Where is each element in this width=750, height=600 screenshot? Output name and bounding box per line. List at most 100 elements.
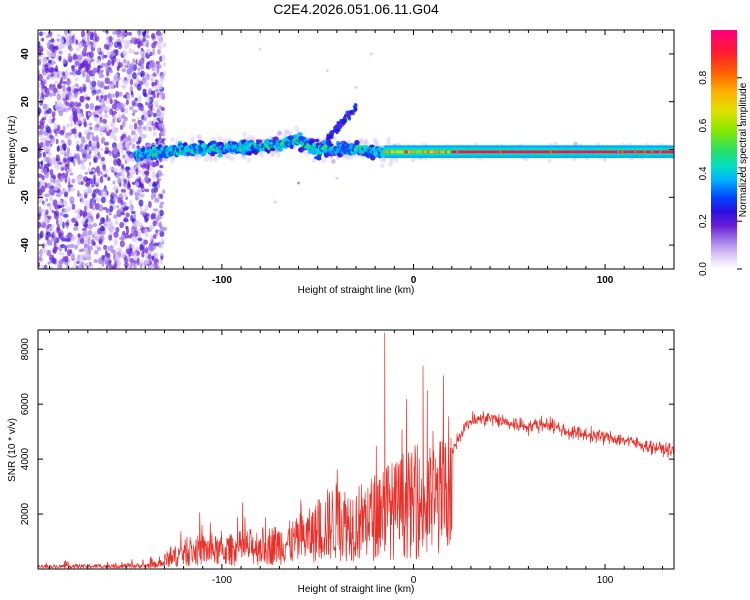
spectral-cell [43, 163, 50, 169]
spectral-cell [58, 51, 63, 55]
spectral-cell [52, 257, 57, 265]
spectral-cell [197, 134, 203, 140]
spectral-cell [76, 144, 80, 152]
spectral-cell [51, 223, 55, 230]
spectral-cell [130, 90, 134, 96]
spectral-cell [124, 206, 130, 210]
spectral-cell [76, 240, 80, 248]
spectral-cell [128, 141, 132, 146]
colorbar-tick-label: 0.6 [698, 118, 709, 132]
spectral-cell [41, 85, 47, 89]
spectral-cell [96, 178, 101, 185]
spectral-cell [62, 72, 66, 77]
spectral-cell [148, 126, 152, 132]
spectral-cell [88, 238, 92, 244]
spectral-cell [137, 237, 143, 242]
spectral-cell [91, 80, 97, 88]
spectral-cell [78, 61, 82, 65]
spectral-cell [114, 147, 119, 154]
spectral-cell [44, 242, 48, 247]
spectral-cell [40, 137, 46, 142]
spectral-cell [122, 94, 127, 99]
spectral-cell [107, 263, 113, 269]
spectral-cell [62, 157, 67, 163]
spectral-cell [41, 78, 46, 82]
spectral-cell [45, 235, 49, 241]
spectral-cell [111, 78, 117, 86]
spectral-cell [107, 211, 112, 215]
spectral-cell [56, 145, 60, 152]
spectral-cell [44, 62, 49, 68]
spectral-cell [48, 188, 53, 196]
spectral-cell [80, 136, 86, 144]
spectral-cell [55, 138, 59, 145]
spectral-cell [84, 205, 87, 211]
spectral-cell [66, 39, 70, 48]
spectral-cell [120, 188, 127, 193]
spectral-cell [45, 126, 51, 133]
spectral-cell [109, 41, 113, 49]
spectral-cell [96, 197, 101, 202]
spectral-cell [98, 51, 103, 56]
spectral-cell [121, 68, 126, 73]
spectral-cell [152, 234, 157, 240]
spectral-cell [64, 176, 68, 184]
spectral-cell [80, 148, 87, 155]
spectral-cell [152, 192, 157, 199]
spectral-cell [85, 103, 90, 110]
spectral-cell [56, 33, 61, 38]
spectral-cell [83, 121, 87, 128]
y-tick-label: 8000 [20, 338, 31, 361]
spectral-cell [87, 224, 94, 230]
spectral-cell [67, 139, 72, 146]
spectral-cell [95, 95, 99, 102]
spectral-cell [100, 230, 106, 235]
spectral-cell [38, 183, 41, 188]
spectral-cell [190, 136, 195, 142]
spectral-cell [100, 147, 104, 152]
spectral-cell [277, 148, 283, 152]
spectral-cell [101, 259, 105, 268]
spectral-cell [50, 86, 56, 91]
spectral-cell [103, 244, 108, 251]
spectral-cell [130, 257, 134, 263]
spectral-cell [155, 104, 161, 109]
spectral-cell [56, 93, 62, 101]
spectral-cell [121, 37, 125, 44]
spectral-cell [76, 47, 80, 52]
spectral-cell [74, 60, 78, 68]
spectral-cell [143, 239, 149, 245]
spectral-cell [85, 153, 92, 160]
spectral-cell [142, 173, 145, 177]
spectral-cell [152, 112, 157, 118]
spectral-cell [123, 191, 128, 198]
spectral-cell [68, 38, 75, 45]
spectral-cell [146, 213, 150, 217]
spectral-cell [88, 178, 94, 185]
spectral-cell [153, 186, 158, 193]
spectral-cell [131, 230, 136, 237]
spectral-cell [156, 109, 160, 113]
spectral-cell [162, 42, 167, 48]
spectral-cell [77, 66, 82, 72]
spectral-cell [127, 31, 132, 36]
spectral-cell [147, 120, 153, 126]
spectral-cell [138, 120, 144, 126]
spectral-cell [46, 202, 51, 208]
spectral-cell [65, 101, 70, 107]
spectral-cell [42, 202, 46, 207]
spectral-cell [257, 139, 263, 143]
spectral-cell [143, 111, 148, 116]
spectral-cell [71, 128, 77, 135]
spectral-cell [121, 133, 127, 139]
spectral-cell [159, 204, 163, 209]
spectral-cell [94, 188, 100, 194]
spectral-cell [49, 177, 55, 182]
spectral-cell [159, 113, 164, 122]
spectral-cell [79, 210, 83, 217]
spectral-cell [156, 177, 162, 182]
spectral-cell [47, 53, 52, 59]
spectral-cell [122, 201, 127, 207]
spectral-cell [338, 122, 342, 127]
